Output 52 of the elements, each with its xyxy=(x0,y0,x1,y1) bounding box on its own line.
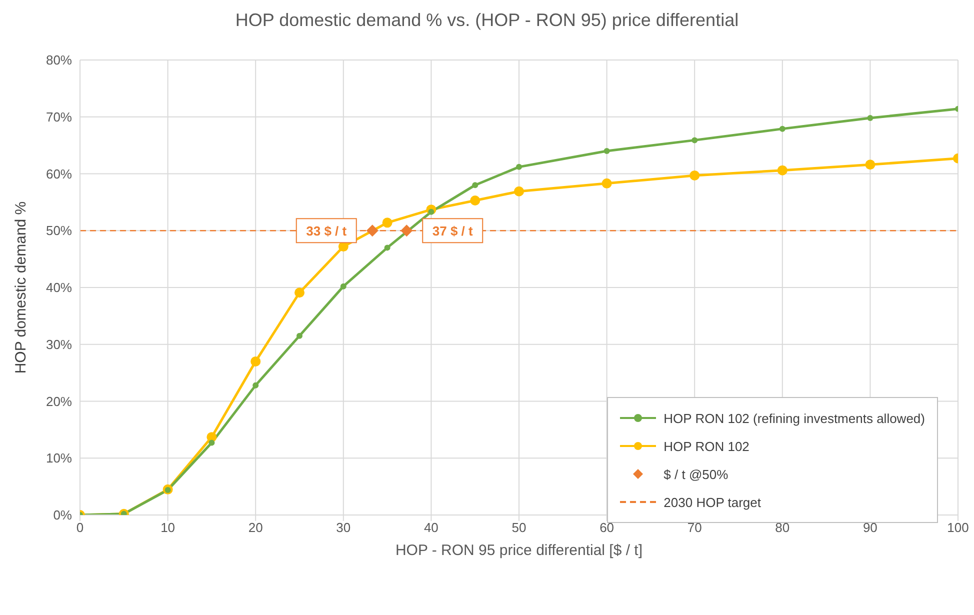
legend-label: $ / t @50% xyxy=(664,466,728,482)
x-tick-label: 30 xyxy=(336,520,351,536)
x-tick-label: 40 xyxy=(424,520,438,536)
point xyxy=(250,356,261,366)
annotation: 33 $ / t xyxy=(306,224,348,239)
x-tick-label: 60 xyxy=(600,520,614,536)
point xyxy=(867,115,874,122)
y-tick-label: 50% xyxy=(46,223,72,238)
y-tick-label: 40% xyxy=(46,280,72,296)
annotation: 37 $ / t xyxy=(432,224,474,239)
x-tick-label: 80 xyxy=(775,520,790,536)
x-tick-label: 70 xyxy=(687,520,702,536)
point xyxy=(296,332,302,339)
point xyxy=(690,170,700,180)
point xyxy=(604,148,610,154)
point xyxy=(338,242,348,252)
point xyxy=(208,440,215,446)
x-tick-label: 20 xyxy=(248,520,263,536)
point xyxy=(516,164,522,170)
point xyxy=(384,244,390,251)
legend-label: HOP RON 102 (refining investments allowed) xyxy=(664,410,925,426)
chart-title: HOP domestic demand % vs. (HOP - RON 95) price differential xyxy=(234,10,740,31)
y-tick-label: 30% xyxy=(46,336,72,352)
point xyxy=(779,126,786,132)
legend-label: HOP RON 102 xyxy=(664,438,750,454)
x-tick-label: 0 xyxy=(76,520,84,536)
point xyxy=(472,182,478,188)
point xyxy=(692,137,698,144)
point xyxy=(400,224,413,237)
y-tick-label: 60% xyxy=(46,166,72,182)
y-tick-label: 0% xyxy=(53,508,72,523)
point xyxy=(340,283,346,290)
y-tick-label: 20% xyxy=(46,394,72,409)
y-tick-label: 80% xyxy=(46,52,72,68)
y-tick-label: 70% xyxy=(46,109,72,124)
point xyxy=(252,382,259,388)
x-tick-label: 10 xyxy=(160,520,176,536)
point xyxy=(514,186,524,196)
x-tick-label: 90 xyxy=(862,520,878,536)
point xyxy=(382,218,392,228)
y-axis-title: HOP domestic demand % xyxy=(12,201,30,374)
point xyxy=(777,165,788,176)
point xyxy=(602,178,612,188)
point xyxy=(470,195,480,206)
y-tick-label: 10% xyxy=(46,450,72,466)
x-axis-title: HOP - RON 95 price differential [$ / t] xyxy=(395,542,643,559)
point xyxy=(294,288,304,298)
x-tick-label: 100 xyxy=(947,520,969,536)
point xyxy=(865,160,876,170)
point xyxy=(366,224,378,237)
legend-label: 2030 HOP target xyxy=(664,494,761,510)
x-tick-label: 50 xyxy=(512,520,526,536)
